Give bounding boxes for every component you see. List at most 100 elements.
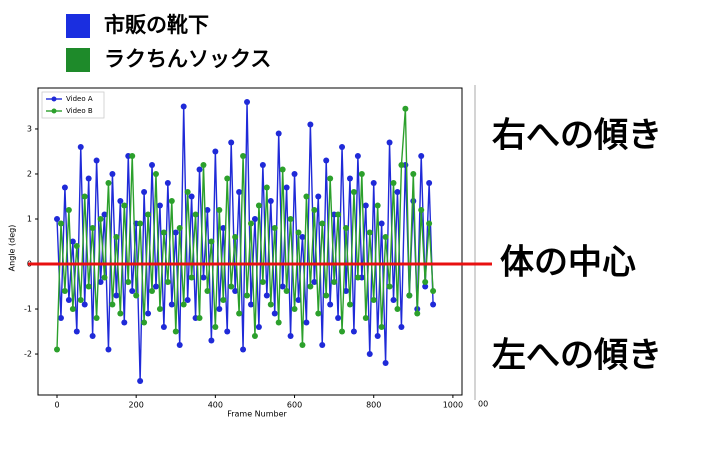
key-swatch	[66, 14, 90, 38]
point	[418, 152, 425, 159]
point	[77, 143, 84, 150]
point	[430, 301, 437, 308]
point	[279, 283, 286, 290]
point	[73, 328, 80, 335]
point	[319, 220, 326, 227]
point	[117, 310, 124, 317]
point	[430, 288, 437, 295]
point	[398, 161, 405, 168]
point	[366, 229, 373, 236]
y-tick-label: 2	[27, 169, 32, 178]
point	[251, 215, 258, 222]
point	[295, 229, 302, 236]
point	[303, 193, 310, 200]
point	[390, 179, 397, 186]
point	[200, 161, 207, 168]
point	[81, 301, 88, 308]
point	[240, 152, 247, 159]
point	[152, 283, 159, 290]
series-line	[56, 108, 434, 350]
point	[133, 292, 140, 299]
point	[346, 301, 353, 308]
annotation: 体の中心	[500, 243, 636, 283]
point	[426, 179, 433, 186]
point	[311, 206, 318, 213]
point	[97, 215, 104, 222]
point	[208, 238, 215, 245]
legend-box	[41, 91, 105, 119]
point	[263, 184, 270, 191]
point	[101, 274, 108, 281]
point	[382, 360, 389, 367]
point	[271, 310, 278, 317]
y-tick-label: -1	[24, 305, 32, 314]
point	[145, 310, 152, 317]
point	[247, 301, 254, 308]
point	[180, 301, 187, 308]
x-axis-label: Frame Number	[227, 410, 287, 419]
point	[54, 215, 61, 222]
point	[283, 288, 290, 295]
point	[267, 197, 274, 204]
point	[184, 188, 191, 195]
point	[414, 310, 421, 317]
point	[54, 346, 61, 353]
point	[105, 346, 112, 353]
point	[251, 333, 258, 340]
point	[394, 188, 401, 195]
point	[319, 342, 326, 349]
point	[327, 301, 334, 308]
point	[366, 351, 373, 358]
point	[263, 292, 270, 299]
key-swatch	[66, 48, 90, 72]
point	[279, 166, 286, 173]
point	[89, 333, 96, 340]
point	[81, 193, 88, 200]
point	[378, 220, 385, 227]
x-tick-label: 0	[54, 401, 59, 410]
point	[85, 175, 92, 182]
x-tick-label: 800	[366, 401, 381, 410]
point	[121, 202, 128, 209]
point	[354, 274, 361, 281]
point	[394, 306, 401, 313]
point	[255, 202, 262, 209]
point	[240, 346, 247, 353]
point	[402, 105, 409, 112]
cropped-tick-label: 00	[478, 400, 488, 409]
legend-marker	[51, 108, 57, 114]
legend-label: Video A	[66, 95, 93, 103]
point	[89, 224, 96, 231]
point	[323, 157, 330, 164]
point	[307, 283, 314, 290]
point	[141, 319, 148, 326]
point	[196, 315, 203, 322]
x-tick-label: 400	[208, 401, 223, 410]
point	[390, 297, 397, 304]
point	[145, 211, 152, 218]
point	[339, 328, 346, 335]
point	[188, 193, 195, 200]
point	[196, 166, 203, 173]
point	[307, 121, 314, 128]
point	[228, 139, 235, 146]
point	[224, 175, 231, 182]
point	[65, 297, 72, 304]
point	[109, 301, 116, 308]
point	[303, 319, 310, 326]
point	[362, 202, 369, 209]
point	[287, 215, 294, 222]
point	[311, 279, 318, 286]
point	[156, 306, 163, 313]
annotation: 左への傾き	[492, 336, 662, 376]
point	[386, 139, 393, 146]
point	[259, 161, 266, 168]
point	[149, 161, 156, 168]
point	[85, 283, 92, 290]
point	[374, 202, 381, 209]
point	[93, 315, 100, 322]
point	[129, 288, 136, 295]
point	[141, 188, 148, 195]
legend-marker	[51, 96, 57, 102]
